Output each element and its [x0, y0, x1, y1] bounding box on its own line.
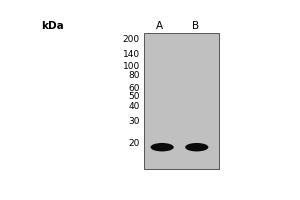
Text: kDa: kDa	[41, 21, 64, 31]
Text: 40: 40	[128, 102, 140, 111]
Text: 50: 50	[128, 92, 140, 101]
Ellipse shape	[151, 143, 174, 151]
Text: 100: 100	[123, 62, 140, 71]
Text: B: B	[192, 21, 199, 31]
Text: 140: 140	[123, 50, 140, 59]
Text: 20: 20	[128, 139, 140, 148]
Bar	[145, 33, 219, 169]
Text: 60: 60	[128, 84, 140, 93]
Text: 30: 30	[128, 117, 140, 126]
Text: 80: 80	[128, 71, 140, 80]
Text: A: A	[156, 21, 163, 31]
Ellipse shape	[185, 143, 208, 151]
Text: 200: 200	[123, 35, 140, 44]
